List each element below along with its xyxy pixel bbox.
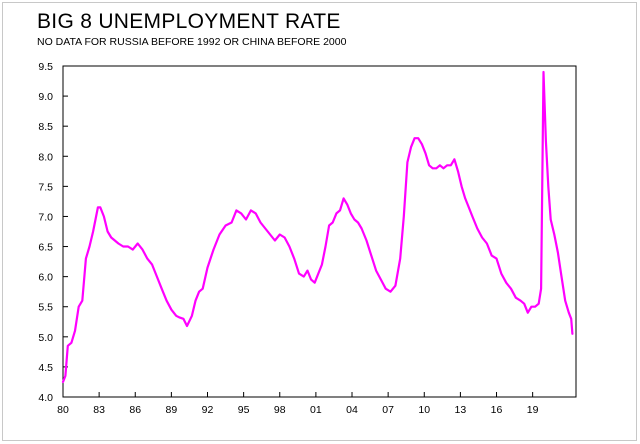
y-tick-label: 4.0 [38, 392, 53, 404]
unemployment-rate-line [61, 70, 574, 384]
x-tick-label: 98 [274, 404, 286, 416]
y-tick-label: 8.5 [38, 121, 53, 133]
x-tick-label: 80 [57, 404, 69, 416]
x-tick-label: 01 [310, 404, 322, 416]
y-tick-label: 9.0 [38, 91, 53, 103]
plot-area [62, 65, 577, 398]
chart-subtitle: NO DATA FOR RUSSIA BEFORE 1992 OR CHINA … [37, 36, 347, 48]
y-tick-label: 5.5 [38, 302, 53, 314]
x-tick-label: 92 [202, 404, 214, 416]
y-tick-label: 6.5 [38, 242, 53, 254]
y-tick-label: 7.5 [38, 181, 53, 193]
chart-title: BIG 8 UNEMPLOYMENT RATE [37, 10, 341, 33]
x-tick-label: 83 [93, 404, 105, 416]
x-tick-label: 95 [238, 404, 250, 416]
y-tick-label: 8.0 [38, 151, 53, 163]
y-tick-label: 5.0 [38, 332, 53, 344]
x-tick-label: 16 [491, 404, 503, 416]
x-tick-label: 19 [527, 404, 539, 416]
y-axis: 4.0 4.5 5.0 5.5 6.0 6.5 7.0 7.5 8.0 8.5 9.0 9.5 [38, 61, 68, 404]
y-tick-label: 7.0 [38, 211, 53, 223]
x-tick-label: 04 [346, 404, 358, 416]
x-axis: 80 83 86 89 92 95 98 01 04 07 10 13 16 19 [57, 392, 539, 416]
y-tick-label: 4.5 [38, 362, 53, 374]
x-tick-label: 86 [129, 404, 141, 416]
y-tick-label: 9.5 [38, 61, 53, 73]
x-tick-label: 13 [455, 404, 467, 416]
x-tick-label: 89 [166, 404, 178, 416]
x-tick-label: 07 [382, 404, 394, 416]
x-tick-label: 10 [418, 404, 430, 416]
y-tick-label: 6.0 [38, 272, 53, 284]
